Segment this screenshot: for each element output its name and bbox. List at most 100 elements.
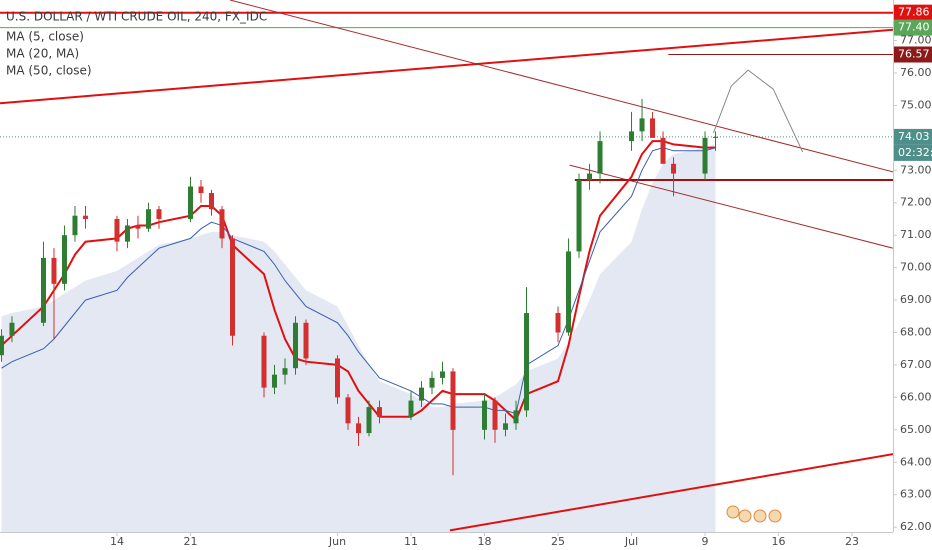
price-badge [894, 46, 932, 63]
legend-entry: MA (20, MA) [6, 47, 79, 61]
trend-line [712, 69, 804, 153]
candle-body [271, 374, 277, 388]
price-badge-label: 77.86 [898, 6, 930, 19]
candle-body [555, 313, 561, 333]
x-tick-label: 9 [702, 535, 709, 548]
candle-body [61, 235, 67, 284]
y-tick-label: 76.00 [900, 66, 932, 79]
y-tick-label: 66.00 [900, 390, 932, 403]
candle-body [303, 322, 309, 359]
candle-body [156, 209, 162, 219]
price-badge-label: 77.40 [898, 21, 930, 34]
y-tick-label: 73.00 [900, 163, 932, 176]
candle-body [114, 218, 120, 242]
y-tick-label: 72.00 [900, 196, 932, 209]
candle-body [377, 407, 383, 417]
price-badge [894, 128, 932, 145]
candle-body [482, 400, 488, 430]
candle-body [208, 193, 214, 210]
candle-body [503, 423, 509, 430]
y-tick-label: 64.00 [900, 455, 932, 468]
legend: U.S. DOLLAR / WTI CRUDE OIL, 240, FX_IDC… [6, 10, 267, 78]
axes: 62.00 63.00 64.00 65.00 66.00 67.00 68.00 69.00… [110, 4, 932, 548]
candle-body [356, 423, 362, 434]
candle-body [671, 163, 677, 174]
candle-body [72, 215, 78, 236]
candle-body [345, 397, 351, 424]
y-tick-label: 69.00 [900, 293, 932, 306]
event-icon[interactable] [768, 509, 782, 523]
candle-body [335, 358, 341, 398]
candle-body [282, 368, 288, 375]
candle-body [145, 209, 151, 229]
x-tick-label: Jul [624, 535, 638, 548]
candle-body [702, 137, 708, 174]
candle-body [219, 209, 225, 239]
candle-body [198, 186, 204, 194]
x-tick-label: 14 [110, 535, 124, 548]
candle-body [660, 137, 666, 164]
candle-body [0, 335, 4, 356]
price-badge-label: 74.03 [898, 130, 930, 143]
y-tick-label: 71.00 [900, 228, 932, 241]
candle-body [9, 322, 15, 336]
candle-body [492, 400, 498, 430]
countdown-badge [894, 144, 932, 161]
candle-body [82, 215, 88, 219]
candle-body [51, 257, 57, 284]
price-badge [894, 4, 932, 21]
plot-area [0, 0, 894, 532]
x-tick-label: 23 [845, 535, 859, 548]
x-tick-label: 16 [772, 535, 786, 548]
trend-line [0, 28, 894, 105]
y-tick-label: 70.00 [900, 261, 932, 274]
candle-body [429, 377, 435, 388]
ma-line [1, 147, 716, 415]
candle-body [229, 238, 235, 336]
candle-body [124, 225, 130, 242]
candle-body [629, 131, 635, 142]
price-badge-label: 76.57 [898, 47, 930, 60]
candle-body [513, 410, 519, 424]
event-icons [726, 505, 782, 523]
y-tick-label: 68.00 [900, 326, 932, 339]
candle-body [261, 335, 267, 388]
x-tick-label: Jun [328, 535, 346, 548]
event-icon[interactable] [753, 509, 767, 523]
event-icon[interactable] [726, 505, 740, 519]
y-tick-label: 67.00 [900, 358, 932, 371]
y-tick-label: 77.00 [900, 34, 932, 47]
candle-body [576, 180, 582, 252]
candle-body [524, 313, 530, 411]
y-tick-label: 63.00 [900, 488, 932, 501]
countdown: 02:32:4 [898, 146, 932, 159]
candle-body [40, 257, 46, 323]
candle-body [650, 118, 656, 138]
x-tick-label: 11 [404, 535, 418, 548]
price-badge [894, 19, 932, 36]
candle-body [366, 407, 372, 434]
candle-body [566, 251, 572, 333]
candle-body [419, 387, 425, 401]
x-tick-label: 18 [478, 535, 492, 548]
candle-body [587, 173, 593, 181]
candle-body [408, 400, 414, 417]
candle-body [292, 322, 298, 369]
candle-body [135, 225, 141, 229]
x-tick-label: 21 [183, 535, 197, 548]
candle-body [440, 371, 446, 378]
trend-line [229, 0, 894, 173]
x-tick-label: 25 [551, 535, 565, 548]
trend-line [449, 453, 894, 532]
legend-entry: MA (5, close) [6, 30, 84, 44]
y-tick-label: 65.00 [900, 423, 932, 436]
candle-body [450, 371, 456, 430]
trend-line [569, 164, 894, 249]
y-tick-label: 75.00 [900, 98, 932, 111]
legend-entry: MA (50, close) [6, 64, 92, 78]
candle-body [187, 186, 193, 219]
chart-title: U.S. DOLLAR / WTI CRUDE OIL, 240, FX_IDC [6, 10, 267, 24]
event-icon[interactable] [738, 509, 752, 523]
candle-body [713, 136, 719, 138]
